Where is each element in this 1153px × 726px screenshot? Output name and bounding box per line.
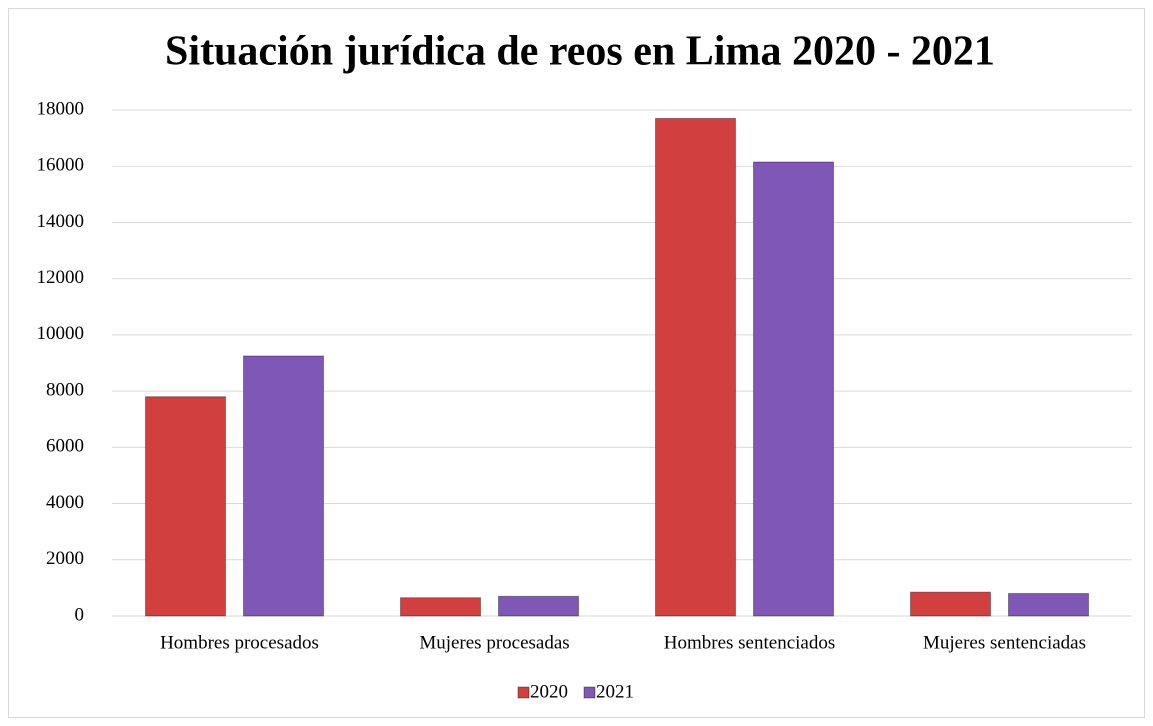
bar	[910, 591, 991, 617]
bar	[145, 396, 226, 617]
x-tick-label: Mujeres procesadas	[419, 632, 569, 653]
chart-title: Situación jurídica de reos en Lima 2020 …	[165, 29, 995, 75]
y-tick-label: 2000	[46, 548, 84, 569]
x-tick-label: Mujeres sentenciadas	[923, 632, 1086, 653]
bar	[753, 161, 834, 617]
bar	[498, 595, 579, 617]
y-tick-label: 6000	[46, 436, 84, 457]
bar	[243, 355, 324, 617]
x-tick-label: Hombres sentenciados	[664, 632, 835, 653]
y-tick-label: 0	[75, 604, 85, 625]
legend-swatch	[583, 686, 596, 699]
y-tick-label: 8000	[46, 379, 84, 400]
y-tick-label: 12000	[37, 267, 85, 288]
bar	[1008, 593, 1089, 617]
legend-swatch	[517, 686, 530, 699]
y-tick-label: 18000	[37, 98, 85, 119]
y-tick-label: 16000	[37, 155, 85, 176]
y-tick-label: 10000	[37, 323, 85, 344]
bar	[400, 597, 481, 617]
y-tick-label: 4000	[46, 492, 84, 513]
legend-label: 2020	[530, 681, 568, 702]
bar	[655, 117, 736, 617]
x-tick-label: Hombres procesados	[160, 632, 319, 653]
y-tick-label: 14000	[37, 211, 85, 232]
legend-label: 2021	[596, 681, 634, 702]
